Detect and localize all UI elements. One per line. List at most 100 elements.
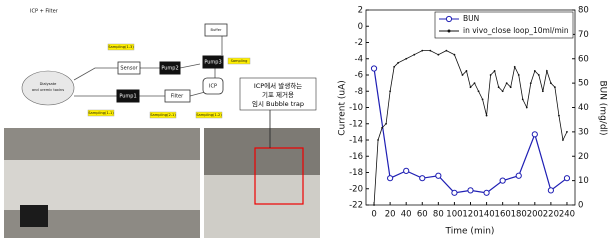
callout-text: ICP에서 발생하는 (254, 81, 302, 90)
data-point (473, 82, 476, 85)
data-point (489, 74, 492, 76)
data-point (469, 86, 472, 89)
x-tick-label: 100 (446, 210, 462, 220)
node-label: Filter (171, 94, 184, 100)
data-point (373, 204, 375, 206)
y-tick-label: -12 (349, 119, 363, 129)
data-point (521, 98, 524, 101)
legend-marker (447, 29, 451, 33)
x-tick-label: 20 (385, 210, 396, 220)
y2-tick-label: 10 (578, 176, 589, 186)
data-point (483, 189, 490, 196)
data-point (413, 53, 416, 56)
y2-axis-title: BUN (mg/dl) (598, 80, 608, 135)
node (204, 23, 228, 37)
y-tick-label: -6 (355, 71, 363, 81)
x-tick-label: 200 (527, 210, 543, 220)
y-tick-label: -8 (355, 87, 363, 97)
node (159, 61, 181, 75)
y-tick-label: -14 (349, 136, 363, 146)
sampling-tag (227, 57, 251, 65)
data-point (381, 126, 383, 129)
sampling-label: Sampling(1-3) (108, 45, 134, 49)
data-point (533, 70, 536, 72)
sampling-label: Sampling(1-2) (196, 113, 222, 117)
data-point (513, 65, 516, 68)
data-point (525, 106, 528, 109)
data-point (509, 86, 512, 89)
highlight (254, 147, 304, 205)
y-tick-label: -10 (349, 103, 363, 113)
data-point (405, 57, 408, 60)
x-tick-label: 160 (495, 210, 511, 220)
sampling-tag (149, 111, 177, 119)
node (164, 89, 191, 103)
node-label: Pump3 (204, 60, 221, 66)
node-label: and uremic toxins (32, 88, 64, 92)
sampling-tag (87, 109, 115, 117)
data-point (505, 82, 508, 85)
data-point (517, 74, 520, 76)
y-tick-label: 0 (358, 22, 363, 32)
x-tick-label: 220 (543, 210, 559, 220)
y-tick-label: -4 (355, 54, 363, 64)
node-label: Pump2 (161, 66, 178, 72)
data-point (497, 86, 500, 89)
schematic: ICP + Filter Dialysate and uremic toxins… (21, 9, 251, 119)
data-point (529, 82, 532, 85)
x-tick-label: 60 (417, 210, 428, 220)
data-point (397, 61, 400, 64)
x-axis-title: Time (min) (445, 227, 495, 237)
schematic-title: ICP + Filter (30, 9, 59, 15)
pipe (73, 36, 223, 97)
callout (239, 77, 317, 111)
x-tick-label: 80 (433, 210, 444, 220)
data-point (387, 175, 394, 182)
data-point (501, 90, 504, 93)
data-point (437, 53, 440, 56)
data-point (403, 167, 410, 174)
data-point (562, 139, 564, 141)
data-point (563, 175, 571, 182)
data-point (558, 114, 560, 117)
y-axis-title: Current (uA) (338, 80, 348, 136)
data-point (541, 90, 544, 93)
y2-tick-label: 0 (578, 201, 583, 211)
sampling-label: Sampling(1-1) (88, 111, 114, 115)
data-point (370, 65, 378, 72)
y2-tick-label: 80 (578, 6, 589, 16)
photo-bench (4, 160, 200, 210)
data-point (421, 49, 424, 52)
node-label: ICP (209, 84, 217, 90)
data-point (451, 189, 458, 196)
data-point (493, 70, 496, 72)
sampling-label: Sampling(2-1) (150, 113, 176, 117)
data-point (465, 70, 468, 72)
y2-tick-label: 40 (578, 103, 589, 113)
data-point (461, 74, 464, 76)
node (116, 89, 140, 103)
data-point (537, 74, 540, 76)
data-point (393, 65, 396, 68)
node (202, 55, 224, 69)
data-point (547, 187, 554, 194)
legend-marker (445, 15, 453, 23)
y-tick-label: -2 (355, 38, 363, 48)
data-point (467, 187, 474, 194)
sampling-label: Sampling (231, 59, 248, 63)
data-point (429, 49, 432, 52)
node-label: Dialysate (40, 82, 58, 86)
y2-tick-label: 50 (578, 79, 589, 89)
data-point (554, 86, 556, 89)
x-tick-label: 0 (371, 210, 376, 220)
data-point (545, 70, 548, 72)
data-point (377, 139, 379, 141)
data-point (445, 49, 448, 52)
y-tick-label: -20 (349, 184, 363, 194)
x-tick-label: 40 (401, 210, 412, 220)
node (202, 77, 224, 95)
callout-text: 임시 Bubble trap (252, 100, 304, 108)
node-label: Pump1 (119, 94, 136, 100)
x-tick-label: 120 (462, 210, 478, 220)
